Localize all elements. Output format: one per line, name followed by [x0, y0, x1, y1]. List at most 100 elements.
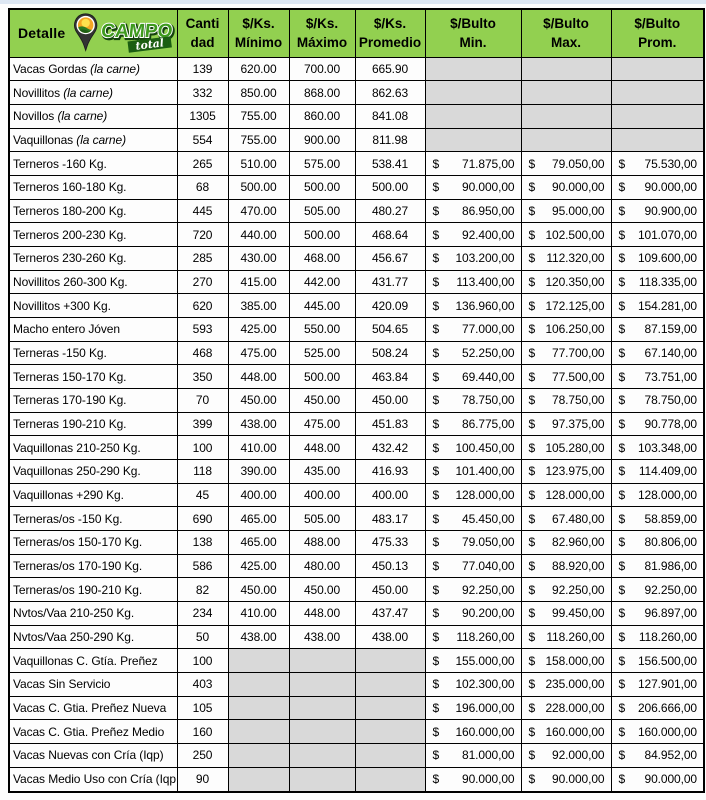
ks-prom-cell[interactable]: 456.67 — [354, 245, 426, 271]
cantidad-cell[interactable]: 160 — [176, 719, 229, 744]
bulto-max-cell[interactable]: $228.000,00 — [520, 695, 612, 721]
ks-prom-cell[interactable]: 468.64 — [354, 222, 426, 247]
bulto-max-cell[interactable]: $78.750,00 — [520, 387, 612, 413]
ks-min-cell[interactable]: 510.00 — [227, 151, 290, 176]
detalle-cell[interactable]: Terneros 200-230 Kg. — [8, 222, 178, 247]
ks-max-cell[interactable]: 475.00 — [288, 411, 356, 437]
ks-max-cell[interactable]: 550.00 — [288, 316, 356, 342]
bulto-min-cell[interactable]: $77.000,00 — [424, 316, 522, 342]
bulto-max-cell[interactable]: $160.000,00 — [520, 719, 612, 744]
ks-prom-cell[interactable]: 463.84 — [354, 364, 426, 389]
bulto-min-cell[interactable]: $128.000,00 — [424, 482, 522, 508]
bulto-max-cell[interactable]: $97.375,00 — [520, 411, 612, 437]
ks-prom-cell[interactable]: 841.08 — [354, 103, 426, 129]
ks-min-cell[interactable] — [227, 719, 290, 744]
detalle-cell[interactable]: Nvtos/Vaa 210-250 Kg. — [8, 600, 178, 626]
ks-min-cell[interactable]: 400.00 — [227, 482, 290, 508]
ks-prom-cell[interactable]: 483.17 — [354, 506, 426, 531]
ks-max-cell[interactable]: 448.00 — [288, 435, 356, 460]
detalle-cell[interactable]: Terneras 170-190 Kg. — [8, 387, 178, 413]
bulto-max-cell[interactable] — [520, 56, 612, 82]
cantidad-cell[interactable]: 118 — [176, 458, 229, 484]
ks-max-cell[interactable]: 468.00 — [288, 245, 356, 271]
ks-min-cell[interactable]: 475.00 — [227, 340, 290, 366]
ks-min-cell[interactable]: 755.00 — [227, 103, 290, 129]
bulto-min-cell[interactable]: $78.750,00 — [424, 387, 522, 413]
header-ks-minimo[interactable]: $/Ks. Mínimo — [227, 8, 290, 58]
bulto-min-cell[interactable]: $81.000,00 — [424, 742, 522, 768]
ks-min-cell[interactable]: 438.00 — [227, 411, 290, 437]
bulto-max-cell[interactable]: $158.000,00 — [520, 648, 612, 673]
cantidad-cell[interactable]: 285 — [176, 245, 229, 271]
bulto-min-cell[interactable]: $100.450,00 — [424, 435, 522, 460]
ks-min-cell[interactable]: 500.00 — [227, 174, 290, 200]
detalle-cell[interactable]: Terneros 180-200 Kg. — [8, 198, 178, 224]
bulto-min-cell[interactable]: $86.775,00 — [424, 411, 522, 437]
header-detalle[interactable]: Detalle — [8, 8, 178, 58]
bulto-max-cell[interactable]: $235.000,00 — [520, 671, 612, 697]
bulto-prom-cell[interactable]: $80.806,00 — [610, 529, 705, 555]
ks-prom-cell[interactable]: 432.42 — [354, 435, 426, 460]
ks-prom-cell[interactable]: 416.93 — [354, 458, 426, 484]
ks-min-cell[interactable]: 465.00 — [227, 529, 290, 555]
ks-max-cell[interactable]: 900.00 — [288, 127, 356, 153]
bulto-max-cell[interactable]: $106.250,00 — [520, 316, 612, 342]
bulto-min-cell[interactable] — [424, 127, 522, 153]
detalle-cell[interactable]: Novillitos +300 Kg. — [8, 293, 178, 318]
ks-prom-cell[interactable] — [354, 695, 426, 721]
bulto-prom-cell[interactable]: $81.986,00 — [610, 553, 705, 579]
bulto-min-cell[interactable]: $92.400,00 — [424, 222, 522, 247]
bulto-min-cell[interactable]: $69.440,00 — [424, 364, 522, 389]
ks-max-cell[interactable] — [288, 766, 356, 793]
detalle-cell[interactable]: Terneras/os 190-210 Kg. — [8, 577, 178, 602]
bulto-min-cell[interactable]: $103.200,00 — [424, 245, 522, 271]
ks-max-cell[interactable]: 500.00 — [288, 222, 356, 247]
header-bulto-prom[interactable]: $/Bulto Prom. — [610, 8, 705, 58]
bulto-prom-cell[interactable]: $103.348,00 — [610, 435, 705, 460]
bulto-prom-cell[interactable]: $114.409,00 — [610, 458, 705, 484]
ks-prom-cell[interactable] — [354, 766, 426, 793]
ks-prom-cell[interactable]: 400.00 — [354, 482, 426, 508]
detalle-cell[interactable]: Novillitos 260-300 Kg. — [8, 269, 178, 295]
ks-max-cell[interactable]: 488.00 — [288, 529, 356, 555]
cantidad-cell[interactable]: 403 — [176, 671, 229, 697]
ks-prom-cell[interactable]: 504.65 — [354, 316, 426, 342]
ks-max-cell[interactable]: 868.00 — [288, 80, 356, 105]
cantidad-cell[interactable]: 270 — [176, 269, 229, 295]
bulto-prom-cell[interactable]: $109.600,00 — [610, 245, 705, 271]
detalle-cell[interactable]: Terneras/os 150-170 Kg. — [8, 529, 178, 555]
bulto-prom-cell[interactable] — [610, 80, 705, 105]
ks-max-cell[interactable]: 438.00 — [288, 624, 356, 650]
detalle-cell[interactable]: Terneras/os 170-190 Kg. — [8, 553, 178, 579]
ks-min-cell[interactable]: 755.00 — [227, 127, 290, 153]
ks-max-cell[interactable]: 500.00 — [288, 174, 356, 200]
bulto-min-cell[interactable] — [424, 56, 522, 82]
ks-prom-cell[interactable]: 538.41 — [354, 151, 426, 176]
ks-min-cell[interactable]: 465.00 — [227, 506, 290, 531]
bulto-prom-cell[interactable]: $118.260,00 — [610, 624, 705, 650]
detalle-cell[interactable]: Novillitos (la carne) — [8, 80, 178, 105]
cantidad-cell[interactable]: 620 — [176, 293, 229, 318]
ks-max-cell[interactable]: 435.00 — [288, 458, 356, 484]
ks-min-cell[interactable]: 470.00 — [227, 198, 290, 224]
bulto-prom-cell[interactable]: $78.750,00 — [610, 387, 705, 413]
detalle-cell[interactable]: Terneras 190-210 Kg. — [8, 411, 178, 437]
detalle-cell[interactable]: Vaquillonas +290 Kg. — [8, 482, 178, 508]
ks-max-cell[interactable]: 575.00 — [288, 151, 356, 176]
header-cantidad[interactable]: Canti dad — [176, 8, 229, 58]
ks-min-cell[interactable]: 390.00 — [227, 458, 290, 484]
ks-max-cell[interactable]: 448.00 — [288, 600, 356, 626]
bulto-min-cell[interactable]: $90.200,00 — [424, 600, 522, 626]
detalle-cell[interactable]: Vaquillonas 250-290 Kg. — [8, 458, 178, 484]
bulto-prom-cell[interactable]: $154.281,00 — [610, 293, 705, 318]
bulto-max-cell[interactable]: $67.480,00 — [520, 506, 612, 531]
ks-min-cell[interactable] — [227, 742, 290, 768]
cantidad-cell[interactable]: 1305 — [176, 103, 229, 129]
detalle-cell[interactable]: Vacas C. Gtia. Preñez Medio — [8, 719, 178, 744]
ks-prom-cell[interactable]: 665.90 — [354, 56, 426, 82]
bulto-prom-cell[interactable]: $90.000,00 — [610, 766, 705, 793]
bulto-max-cell[interactable]: $112.320,00 — [520, 245, 612, 271]
detalle-cell[interactable]: Terneros -160 Kg. — [8, 151, 178, 176]
cantidad-cell[interactable]: 234 — [176, 600, 229, 626]
bulto-min-cell[interactable] — [424, 80, 522, 105]
